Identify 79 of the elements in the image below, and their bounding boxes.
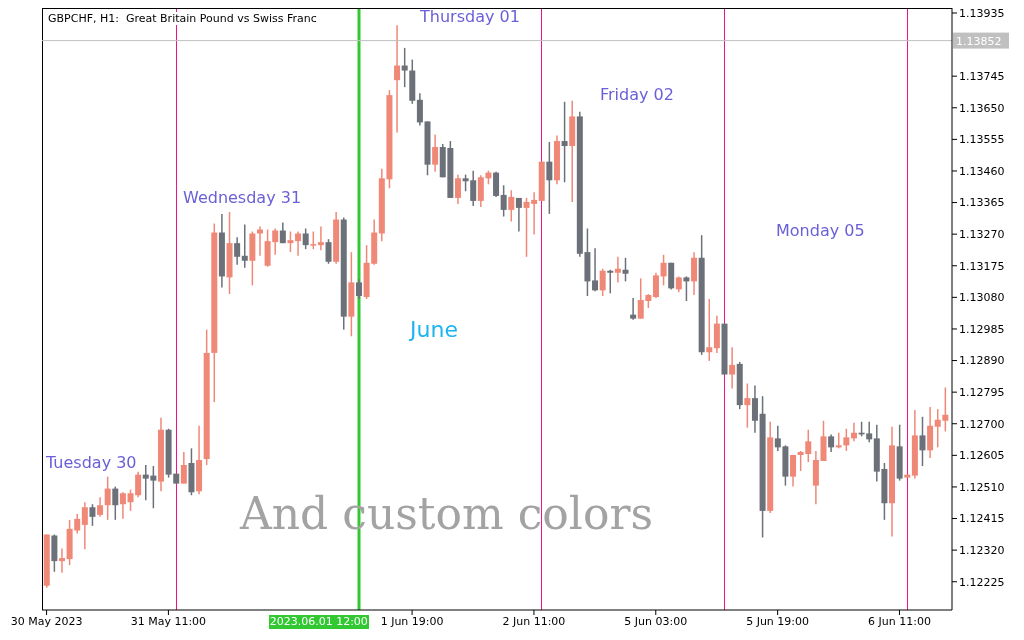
chart-title: GBPCHF, H1: Great Britain Pound vs Swiss Franc xyxy=(48,12,317,25)
candlestick xyxy=(622,257,629,283)
candlestick xyxy=(515,197,522,233)
y-tick-label: 1.13460 xyxy=(959,164,1005,178)
annotation: Thursday 01 xyxy=(420,7,520,26)
y-tick-label: 1.12415 xyxy=(959,512,1005,526)
x-tick-label: 2 Jun 11:00 xyxy=(502,614,566,628)
candlestick xyxy=(416,92,423,127)
candlestick xyxy=(234,236,241,266)
annotation: Monday 05 xyxy=(776,221,865,240)
y-tick-label: 1.13365 xyxy=(959,196,1005,210)
candlestick xyxy=(592,247,599,293)
annotation: June xyxy=(410,317,458,343)
candlestick xyxy=(394,24,401,134)
candlestick xyxy=(744,382,751,429)
candlestick xyxy=(630,297,637,321)
candlestick xyxy=(180,451,187,485)
candlestick xyxy=(81,501,88,550)
candlestick xyxy=(660,254,667,287)
candlestick xyxy=(607,269,614,295)
y-tick-label: 1.12605 xyxy=(959,449,1005,463)
candlestick xyxy=(919,416,926,467)
x-tick-label: 6 Jun 11:00 xyxy=(868,614,931,628)
y-tick-label: 1.13175 xyxy=(959,259,1005,273)
y-tick-label: 1.13650 xyxy=(959,101,1005,115)
candlestick xyxy=(89,503,96,527)
candlestick xyxy=(751,384,758,434)
candlestick xyxy=(432,133,439,173)
candlestick xyxy=(112,485,119,521)
ref-line-label: 1.13852 xyxy=(956,34,1002,48)
candlestick xyxy=(546,141,553,215)
y-tick-label: 1.12225 xyxy=(959,575,1005,589)
y-tick-label: 1.12510 xyxy=(959,480,1005,494)
candlestick xyxy=(790,454,797,488)
candlestick xyxy=(317,225,324,251)
x-tick-label: 5 Jun 19:00 xyxy=(746,614,810,628)
text: 2023.06.01 12:00 xyxy=(268,615,369,629)
candlestick xyxy=(104,475,111,521)
y-tick-label: 1.13080 xyxy=(959,291,1005,305)
x-tick-label: 30 May 2023 xyxy=(10,614,83,628)
candlestick xyxy=(683,275,690,302)
candlestick xyxy=(401,47,408,88)
candlestick xyxy=(652,272,659,299)
candlestick xyxy=(287,230,294,253)
y-tick-label: 1.12985 xyxy=(959,322,1005,336)
y-tick-label: 1.12795 xyxy=(959,386,1005,400)
candlestick xyxy=(256,225,263,257)
candlestick xyxy=(614,256,621,284)
candlestick xyxy=(97,496,104,518)
x-tick-label: 5 Jun 03:00 xyxy=(624,614,688,628)
candlestick xyxy=(58,547,65,574)
candlestick xyxy=(241,223,248,269)
annotation: Tuesday 30 xyxy=(46,453,137,472)
candlestick xyxy=(508,189,515,223)
y-tick-label: 1.13555 xyxy=(959,133,1005,147)
candlestick xyxy=(325,238,332,265)
y-tick-label: 1.12320 xyxy=(959,544,1005,558)
annotation: Friday 02 xyxy=(600,85,674,104)
candlestick xyxy=(729,346,736,390)
candlestick xyxy=(691,251,698,296)
y-tick-label: 1.13745 xyxy=(959,70,1005,84)
y-tick-label: 1.13270 xyxy=(959,228,1005,242)
annotation: Wednesday 31 xyxy=(183,188,302,207)
y-tick-label: 1.12890 xyxy=(959,354,1005,368)
y-tick-label: 1.13935 xyxy=(959,6,1005,20)
candlestick xyxy=(493,170,500,198)
candlestick xyxy=(295,230,302,257)
candlestick xyxy=(561,101,568,184)
x-tick-label: 31 May 11:00 xyxy=(130,614,207,628)
candlestick xyxy=(843,427,850,452)
candlestick xyxy=(355,278,362,300)
candlestick xyxy=(454,173,461,205)
candlestick xyxy=(302,227,309,250)
candlestick xyxy=(706,298,713,362)
candlestick xyxy=(500,184,507,218)
candlestick xyxy=(599,268,606,297)
y-tick-label: 1.12700 xyxy=(959,417,1005,431)
x-tick-label: 1 Jun 19:00 xyxy=(380,614,444,628)
candlestick xyxy=(119,491,126,520)
